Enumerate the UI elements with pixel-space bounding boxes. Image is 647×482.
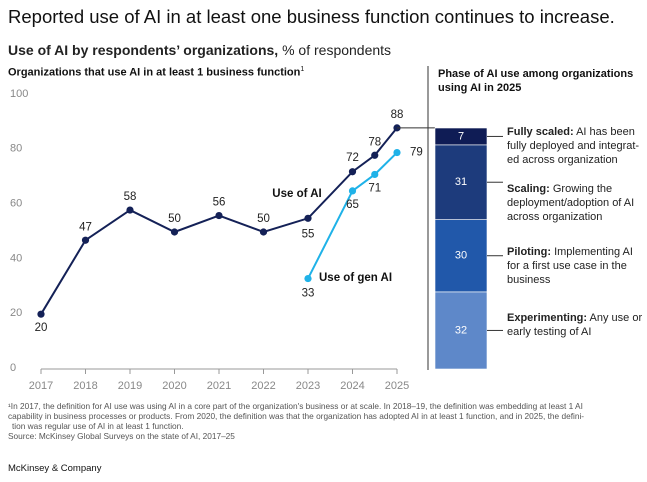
- legend-name: Experimenting:: [507, 312, 588, 324]
- legend-description: Any use or early testing of AI: [507, 312, 643, 338]
- footnote: tion was regular use of AI in at least 1…: [12, 421, 184, 431]
- data-label: 88: [391, 109, 404, 121]
- data-label: 56: [213, 197, 226, 209]
- subtitle-rest: % of respondents: [282, 42, 392, 58]
- legend-name: Scaling:: [507, 183, 550, 195]
- data-label: 78: [368, 136, 381, 148]
- data-label: 47: [79, 221, 92, 233]
- legend-item: Fully scaled: AI has been fully deployed…: [507, 125, 643, 167]
- data-label: 50: [168, 213, 181, 225]
- y-tick-label: 60: [10, 198, 22, 210]
- point: [371, 170, 379, 179]
- x-tick-label: 2022: [251, 380, 275, 392]
- series-label: Use of gen AI: [319, 272, 392, 284]
- x-tick-label: 2024: [340, 380, 364, 392]
- segment-label: 30: [455, 250, 467, 262]
- data-label: 58: [124, 191, 137, 203]
- point: [304, 214, 312, 222]
- chart-title-note: 1: [300, 66, 305, 73]
- point: [215, 211, 223, 220]
- bar-segment: [434, 291, 488, 370]
- footnotes: ¹In 2017, the definition for AI use was …: [8, 401, 584, 441]
- line: [307, 151, 398, 280]
- segment-label: 31: [455, 176, 467, 188]
- segment-label: 32: [455, 324, 467, 336]
- x-tick-label: 2017: [29, 380, 53, 392]
- y-tick-label: 20: [10, 307, 22, 319]
- x-tick-label: 2025: [385, 380, 409, 392]
- brand: McKinsey & Company: [8, 463, 102, 474]
- point: [81, 236, 90, 244]
- y-tick-label: 100: [10, 88, 28, 100]
- data-label: 55: [302, 228, 315, 240]
- x-tick-label: 2023: [296, 380, 320, 392]
- point: [259, 228, 268, 236]
- data-label: 65: [346, 199, 359, 211]
- subtitle: Use of AI by respondents’ organizations,…: [8, 42, 391, 58]
- x-tick-label: 2021: [207, 380, 231, 392]
- legend-description: Implementing AI for a first use case in …: [507, 246, 633, 286]
- footnote: capability in business processes or prod…: [8, 411, 585, 421]
- y-tick-label: 0: [10, 362, 16, 374]
- data-label: 71: [368, 182, 381, 194]
- bar-segment: [434, 219, 488, 293]
- chart-title: Organizations that use AI in at least 1 …: [8, 66, 304, 79]
- point: [393, 148, 401, 157]
- point: [126, 206, 134, 214]
- data-label: 79: [410, 147, 423, 159]
- segment-label: 7: [458, 130, 464, 142]
- point: [348, 187, 357, 195]
- legend-name: Fully scaled:: [507, 126, 574, 138]
- legend-name: Piloting:: [507, 246, 551, 258]
- x-tick-label: 2020: [162, 380, 186, 392]
- source: Source: McKinsey Global Surveys on the s…: [8, 431, 235, 441]
- footnote: ¹In 2017, the definition for AI use was …: [8, 401, 583, 411]
- title: Reported use of AI in at least one busin…: [8, 6, 615, 27]
- x-tick-label: 2019: [118, 380, 142, 392]
- legend-item: Experimenting: Any use or early testing …: [507, 311, 643, 339]
- legend-item: Scaling: Growing the deployment/adoption…: [507, 182, 643, 224]
- y-tick-label: 80: [10, 143, 22, 155]
- legend-description: Growing the deployment/adoption of AI ac…: [507, 183, 635, 223]
- subtitle-bold: Use of AI by respondents’ organizations,: [8, 42, 279, 58]
- point: [170, 228, 179, 236]
- point: [37, 310, 45, 318]
- data-label: 33: [302, 288, 315, 300]
- point: [304, 274, 312, 283]
- point: [348, 168, 357, 176]
- chart-title-text: Organizations that use AI in at least 1 …: [8, 66, 301, 79]
- point: [371, 151, 379, 159]
- data-label: 20: [35, 322, 48, 334]
- bar-segment: [434, 144, 488, 220]
- legend-description: AI has been fully deployed and integrat-…: [507, 126, 640, 166]
- series-label: Use of AI: [272, 188, 321, 200]
- data-label: 72: [346, 152, 359, 164]
- line: [40, 127, 398, 315]
- legend-item: Piloting: Implementing AI for a first us…: [507, 245, 643, 287]
- y-tick-label: 40: [10, 252, 22, 264]
- bar-title: Phase of AI use among organizations usin…: [438, 68, 634, 94]
- data-label: 50: [257, 213, 270, 225]
- x-tick-label: 2018: [73, 380, 97, 392]
